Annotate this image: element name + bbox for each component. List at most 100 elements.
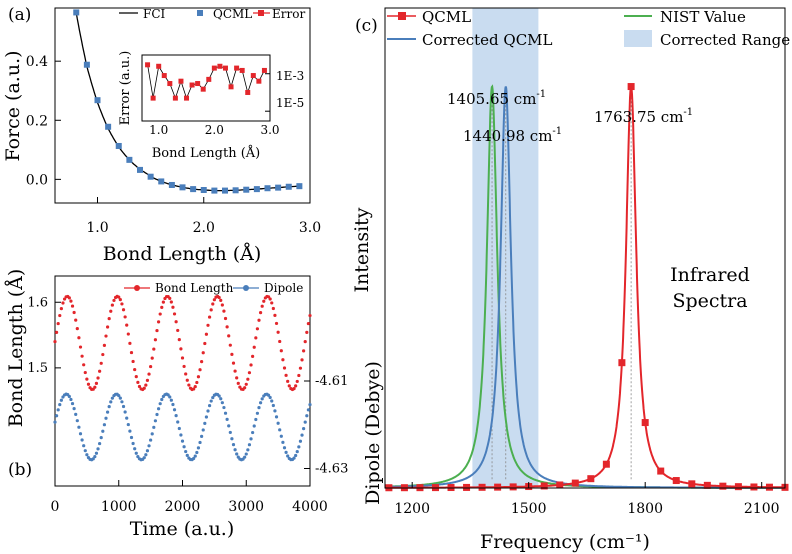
qcml-spectrum-point bbox=[509, 483, 517, 491]
dipole-point bbox=[74, 412, 78, 416]
bond-length-point bbox=[193, 384, 197, 389]
panel-b-legend: Bond Length Dipole bbox=[124, 281, 303, 295]
error-point bbox=[200, 86, 206, 92]
panel-c: (c) 1200 1500 1800 2100 Frequency (cm⁻¹)… bbox=[351, 7, 790, 553]
qcml-force-point bbox=[200, 187, 207, 193]
dipole-point bbox=[70, 401, 75, 406]
bond-length-point bbox=[233, 369, 237, 373]
legend-c-range-label: Corrected Range bbox=[660, 31, 790, 49]
error-line bbox=[147, 64, 265, 100]
legend-c-nist-label: NIST Value bbox=[660, 8, 746, 26]
qcml-force-point bbox=[83, 61, 90, 68]
bond-length-point bbox=[75, 327, 79, 331]
panel-a-xtick-3.0: 3.0 bbox=[299, 220, 321, 236]
bond-length-point bbox=[78, 345, 83, 349]
dipole-point bbox=[297, 445, 301, 449]
bond-length-point bbox=[94, 381, 99, 386]
bond-length-point bbox=[129, 350, 134, 355]
bond-length-point bbox=[286, 379, 290, 383]
bond-length-point bbox=[203, 341, 207, 346]
dipole-point bbox=[300, 433, 304, 437]
dipole-point bbox=[282, 446, 287, 450]
bond-length-point bbox=[180, 356, 185, 360]
panel-a-ytick-0.0: 0.0 bbox=[26, 172, 48, 188]
dipole-point bbox=[273, 409, 277, 413]
dipole-point bbox=[298, 439, 303, 443]
dipole-point bbox=[142, 456, 146, 460]
dipole-point bbox=[150, 432, 154, 436]
bond-length-point bbox=[192, 387, 196, 391]
inset-xtick-2.0: 2.0 bbox=[205, 123, 224, 137]
dipole-point bbox=[117, 393, 121, 398]
dipole-point bbox=[268, 395, 272, 400]
qcml-spectrum-point bbox=[703, 481, 711, 489]
dipole-point bbox=[54, 414, 59, 418]
peak-label-nist: 1405.65 cm-1 bbox=[447, 89, 546, 108]
bond-length-point bbox=[133, 367, 137, 372]
bond-length-point bbox=[187, 383, 191, 387]
bond-length-point bbox=[120, 302, 124, 306]
dipole-point bbox=[59, 398, 63, 402]
bond-length-point bbox=[201, 351, 205, 355]
dipole-point bbox=[69, 397, 73, 402]
dipole-point bbox=[94, 451, 99, 455]
dipole-point bbox=[180, 439, 185, 443]
peak-label-qcml: 1763.75 cm-1 bbox=[594, 107, 693, 126]
dipole-point bbox=[93, 455, 97, 459]
qcml-force-point bbox=[275, 184, 282, 191]
bond-length-point bbox=[118, 298, 122, 302]
error-point bbox=[161, 73, 167, 79]
bond-length-point bbox=[244, 382, 248, 386]
bond-length-point bbox=[196, 375, 201, 379]
dipole-point bbox=[266, 393, 271, 397]
panel-c-xtick-2100: 2100 bbox=[744, 501, 780, 517]
dipole-point bbox=[125, 416, 129, 420]
qcml-force-point bbox=[296, 183, 303, 190]
bond-length-point bbox=[136, 380, 140, 384]
bond-length-point bbox=[86, 382, 91, 386]
bond-length-point bbox=[268, 297, 272, 301]
bond-length-point bbox=[142, 386, 146, 390]
bond-length-point bbox=[220, 303, 224, 307]
bond-length-point bbox=[72, 310, 76, 315]
bond-length-point bbox=[284, 373, 288, 377]
bond-length-point bbox=[282, 366, 287, 370]
bond-length-point bbox=[258, 311, 263, 315]
dipole-point bbox=[82, 444, 86, 448]
dipole-point bbox=[120, 400, 124, 404]
dipole-point bbox=[257, 406, 261, 410]
bond-length-point bbox=[109, 309, 113, 313]
bond-length-point bbox=[235, 376, 239, 380]
bond-length-point bbox=[211, 302, 215, 306]
qcml-spectrum-point bbox=[540, 482, 548, 490]
bond-length-point bbox=[172, 312, 177, 316]
error-point bbox=[245, 89, 251, 95]
bond-length-point bbox=[77, 336, 81, 340]
panel-a-ylabel: Force (a.u.) bbox=[2, 50, 24, 161]
dipole-point bbox=[144, 453, 148, 457]
bond-length-point bbox=[155, 328, 159, 333]
dipole-point bbox=[158, 402, 162, 406]
dipole-point bbox=[246, 448, 250, 452]
bond-length-point bbox=[222, 309, 226, 313]
bond-length-point bbox=[303, 340, 307, 344]
error-point bbox=[228, 84, 234, 90]
dipole-point bbox=[206, 409, 210, 413]
qcml-curve bbox=[385, 83, 785, 489]
panel-a-series bbox=[73, 9, 303, 194]
dipole-point bbox=[145, 449, 150, 453]
error-point bbox=[211, 65, 217, 71]
panel-b-label: (b) bbox=[8, 460, 32, 480]
dipole-point bbox=[72, 407, 76, 411]
bond-length-point bbox=[69, 299, 73, 303]
error-point bbox=[167, 81, 173, 87]
legend-c-qcml-marker bbox=[398, 12, 406, 20]
bond-length-point bbox=[219, 298, 223, 302]
qcml-force-point bbox=[115, 142, 122, 149]
bond-length-point bbox=[198, 368, 202, 372]
dipole-point bbox=[225, 417, 229, 421]
error-point bbox=[156, 63, 162, 69]
legend-qcml-label: QCML bbox=[213, 7, 252, 21]
bond-length-point bbox=[53, 340, 57, 344]
error-point bbox=[239, 67, 245, 73]
